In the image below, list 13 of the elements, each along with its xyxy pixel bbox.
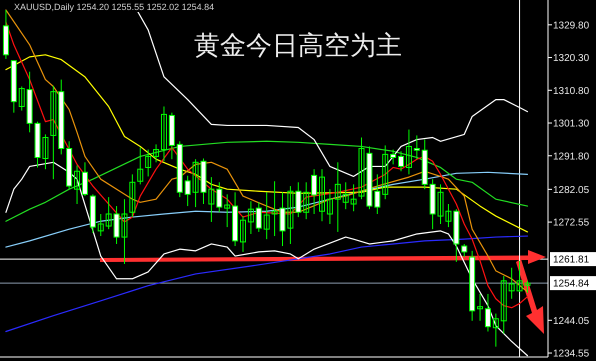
ref-line-label: 1254.84 bbox=[553, 278, 590, 290]
y-tick-label: 1329.80 bbox=[553, 20, 590, 32]
y-tick-label: 1310.80 bbox=[553, 86, 590, 97]
y-tick-label: 1272.55 bbox=[553, 218, 590, 229]
y-tick-label: 1234.55 bbox=[553, 348, 590, 360]
y-tick-label: 1244.05 bbox=[553, 316, 590, 327]
ref-line-label: 1261.81 bbox=[553, 254, 590, 266]
y-tick-label: 1320.30 bbox=[553, 53, 590, 64]
y-tick-label: 1282.05 bbox=[553, 184, 590, 196]
y-tick-label: 1301.30 bbox=[553, 118, 590, 130]
annotation: XAUUSD,Daily 1254.20 1255.55 1252.02 1254.84 bbox=[14, 2, 214, 12]
y-tick-label: 1291.80 bbox=[553, 151, 590, 162]
text: 黄金今日高空为主 bbox=[194, 31, 402, 61]
